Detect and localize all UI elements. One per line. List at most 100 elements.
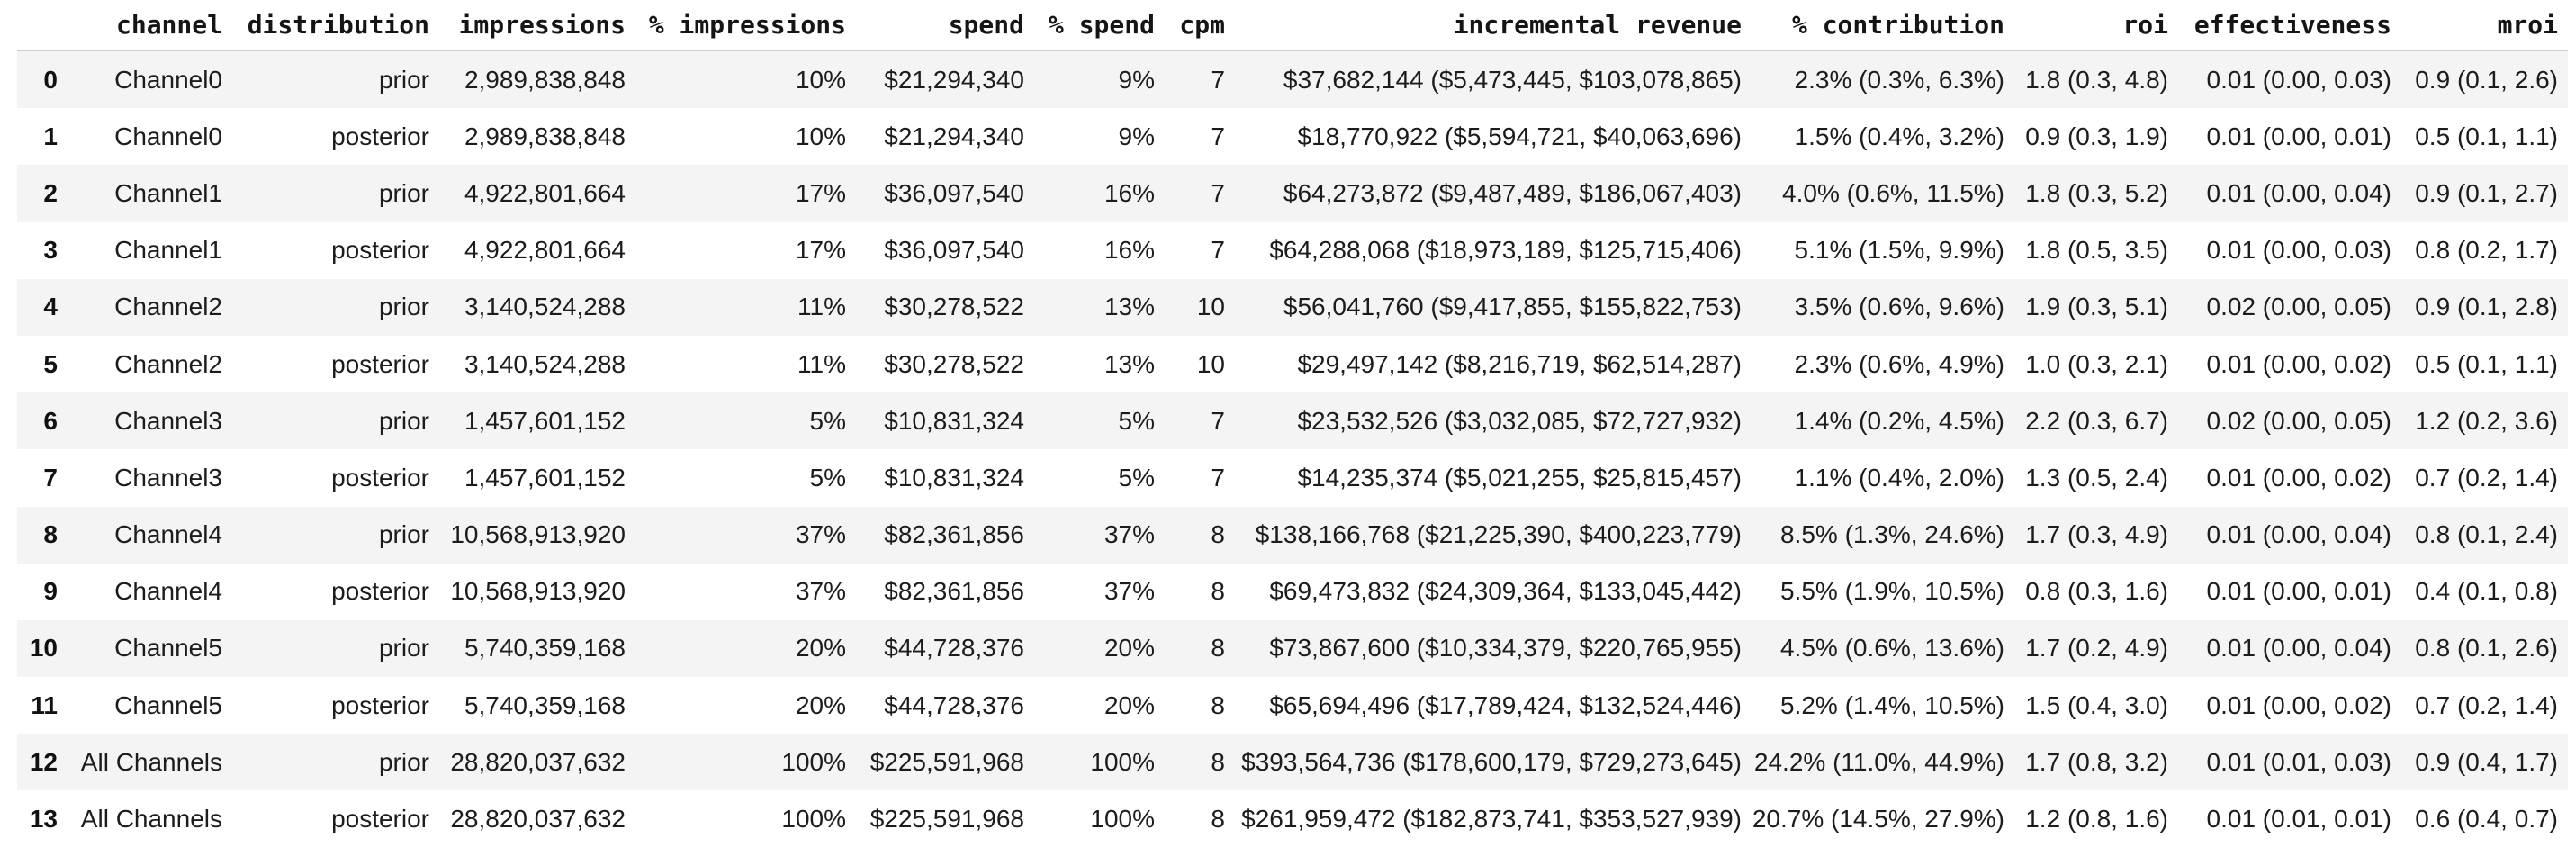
cell-spend: $225,591,968 xyxy=(869,747,1024,776)
cell-index: 7 xyxy=(43,463,58,492)
table-body: 0 Channel0 prior 2,989,838,848 10% $21,294,34… xyxy=(17,50,2568,848)
cell-roi: 1.3 (0.5, 2.4) xyxy=(2025,463,2168,492)
cell-pct-contribution: 2.3% (0.6%, 4.9%) xyxy=(1794,349,2004,378)
cell-pct-impressions: 5% xyxy=(809,463,846,492)
cell-mroi: 0.8 (0.2, 1.7) xyxy=(2415,236,2558,265)
cell-effectiveness: 0.02 (0.00, 0.05) xyxy=(2206,293,2391,321)
cell-effectiveness: 0.01 (0.00, 0.04) xyxy=(2206,520,2391,549)
table-row: 4 Channel2 prior 3,140,524,288 11% $30,278,52… xyxy=(17,278,2568,336)
cell-distribution: prior xyxy=(378,520,429,549)
cell-impressions: 2,989,838,848 xyxy=(464,122,626,150)
cell-spend: $10,831,324 xyxy=(884,463,1024,492)
cell-distribution: posterior xyxy=(331,349,429,378)
cell-pct-spend: 9% xyxy=(1118,65,1155,94)
cell-incremental-revenue: $261,959,472 ($182,873,741, $353,527,939… xyxy=(1241,805,1742,834)
cell-pct-contribution: 5.2% (1.4%, 10.5%) xyxy=(1779,690,2004,719)
cell-roi: 1.0 (0.3, 2.1) xyxy=(2025,349,2168,378)
cell-pct-contribution: 5.5% (1.9%, 10.5%) xyxy=(1779,577,2004,606)
cell-spend: $10,831,324 xyxy=(884,406,1024,435)
cell-channel: Channel5 xyxy=(114,690,222,719)
cell-channel: All Channels xyxy=(80,747,222,776)
cell-pct-spend: 100% xyxy=(1090,805,1155,834)
cell-distribution: posterior xyxy=(331,690,429,719)
cell-effectiveness: 0.01 (0.01, 0.03) xyxy=(2206,747,2391,776)
table-row: 2 Channel1 prior 4,922,801,664 17% $36,097,54… xyxy=(17,165,2568,222)
cell-effectiveness: 0.02 (0.00, 0.05) xyxy=(2206,406,2391,435)
table-row: 10 Channel5 prior 5,740,359,168 20% $44,728,3… xyxy=(17,619,2568,678)
cell-pct-impressions: 37% xyxy=(795,520,846,549)
table-header: channel distribution impressions % impre… xyxy=(17,0,2568,51)
cell-pct-impressions: 10% xyxy=(795,122,846,150)
cell-pct-spend: 5% xyxy=(1118,406,1155,435)
cell-mroi: 1.2 (0.2, 3.6) xyxy=(2415,406,2558,435)
table-row: 11 Channel5 posterior 5,740,359,168 20% $44,7… xyxy=(17,677,2568,735)
cell-impressions: 1,457,601,152 xyxy=(464,463,626,492)
cell-roi: 1.8 (0.3, 4.8) xyxy=(2025,65,2168,94)
header-effectiveness: effectiveness xyxy=(2168,0,2391,51)
cell-channel: Channel2 xyxy=(114,349,222,378)
cell-effectiveness: 0.01 (0.01, 0.01) xyxy=(2206,805,2391,834)
cell-pct-contribution: 20.7% (14.5%, 27.9%) xyxy=(1752,805,2004,834)
header-roi: roi xyxy=(2004,0,2168,51)
cell-pct-spend: 20% xyxy=(1103,634,1155,663)
cell-mroi: 0.4 (0.1, 0.8) xyxy=(2415,577,2558,606)
cell-roi: 1.5 (0.4, 3.0) xyxy=(2025,690,2168,719)
cell-pct-impressions: 20% xyxy=(795,690,846,719)
cell-roi: 1.8 (0.3, 5.2) xyxy=(2025,178,2168,207)
cell-impressions: 28,820,037,632 xyxy=(450,747,626,776)
cell-cpm: 7 xyxy=(1211,406,1225,435)
cell-impressions: 3,140,524,288 xyxy=(464,293,626,321)
cell-effectiveness: 0.01 (0.00, 0.02) xyxy=(2206,463,2391,492)
cell-distribution: posterior xyxy=(331,577,429,606)
cell-pct-impressions: 11% xyxy=(797,293,846,321)
cell-cpm: 7 xyxy=(1211,236,1225,265)
cell-channel: Channel3 xyxy=(114,463,222,492)
cell-roi: 1.2 (0.8, 1.6) xyxy=(2025,805,2168,834)
cell-pct-contribution: 5.1% (1.5%, 9.9%) xyxy=(1794,236,2004,265)
cell-channel: Channel4 xyxy=(114,520,222,549)
cell-pct-contribution: 1.4% (0.2%, 4.5%) xyxy=(1794,406,2004,435)
cell-index: 13 xyxy=(29,805,58,834)
header-spend: spend xyxy=(846,0,1024,51)
cell-pct-spend: 16% xyxy=(1103,236,1155,265)
cell-spend: $30,278,522 xyxy=(884,293,1024,321)
cell-channel: Channel5 xyxy=(114,634,222,663)
cell-impressions: 10,568,913,920 xyxy=(450,577,626,606)
cell-spend: $30,278,522 xyxy=(884,349,1024,378)
cell-pct-spend: 37% xyxy=(1103,520,1155,549)
cell-mroi: 0.9 (0.4, 1.7) xyxy=(2415,747,2558,776)
cell-pct-contribution: 4.5% (0.6%, 13.6%) xyxy=(1779,634,2004,663)
cell-spend: $82,361,856 xyxy=(884,520,1024,549)
cell-index: 11 xyxy=(31,690,58,719)
cell-effectiveness: 0.01 (0.00, 0.03) xyxy=(2206,65,2391,94)
cell-roi: 1.8 (0.5, 3.5) xyxy=(2025,236,2168,265)
header-row: channel distribution impressions % impre… xyxy=(17,0,2568,51)
cell-pct-impressions: 17% xyxy=(795,236,846,265)
cell-mroi: 0.9 (0.1, 2.7) xyxy=(2415,178,2558,207)
cell-incremental-revenue: $73,867,600 ($10,334,379, $220,765,955) xyxy=(1269,634,1742,663)
table-row: 3 Channel1 posterior 4,922,801,664 17% $36,09… xyxy=(17,221,2568,279)
cell-cpm: 7 xyxy=(1211,463,1225,492)
cell-roi: 1.7 (0.3, 4.9) xyxy=(2025,520,2168,549)
cell-channel: Channel2 xyxy=(114,293,222,321)
cell-mroi: 0.5 (0.1, 1.1) xyxy=(2415,349,2558,378)
cell-effectiveness: 0.01 (0.00, 0.02) xyxy=(2206,690,2391,719)
cell-cpm: 8 xyxy=(1211,690,1225,719)
cell-incremental-revenue: $23,532,526 ($3,032,085, $72,727,932) xyxy=(1297,406,1742,435)
cell-impressions: 28,820,037,632 xyxy=(450,805,626,834)
cell-spend: $21,294,340 xyxy=(884,65,1024,94)
cell-distribution: posterior xyxy=(331,236,429,265)
cell-pct-spend: 5% xyxy=(1118,463,1155,492)
cell-spend: $225,591,968 xyxy=(869,805,1024,834)
cell-pct-contribution: 4.0% (0.6%, 11.5%) xyxy=(1782,178,2004,207)
cell-mroi: 0.7 (0.2, 1.4) xyxy=(2415,463,2558,492)
cell-impressions: 5,740,359,168 xyxy=(464,634,626,663)
cell-mroi: 0.6 (0.4, 0.7) xyxy=(2415,805,2558,834)
header-index xyxy=(17,0,58,51)
cell-pct-contribution: 24.2% (11.0%, 44.9%) xyxy=(1753,747,2004,776)
cell-index: 4 xyxy=(43,293,58,321)
cell-distribution: prior xyxy=(378,634,429,663)
cell-pct-impressions: 11% xyxy=(797,349,846,378)
cell-pct-spend: 13% xyxy=(1103,349,1155,378)
table-row: 0 Channel0 prior 2,989,838,848 10% $21,294,34… xyxy=(17,50,2568,109)
